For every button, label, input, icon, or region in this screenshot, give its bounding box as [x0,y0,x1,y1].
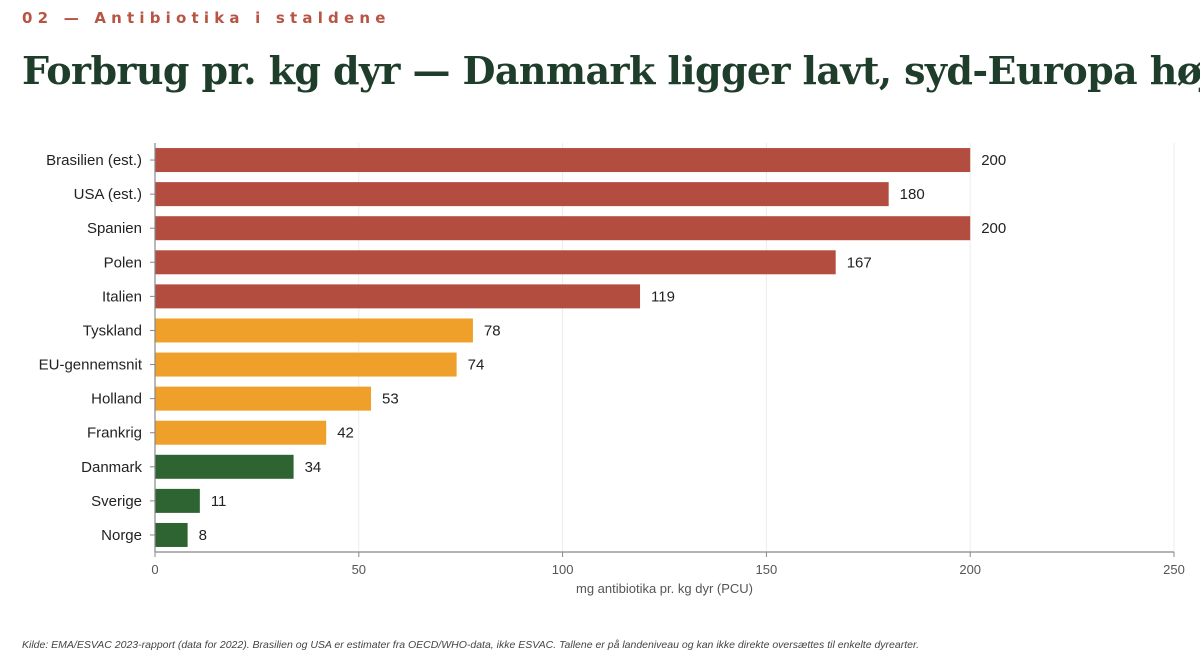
x-tick-label: 50 [352,562,366,577]
source-footnote: Kilde: EMA/ESVAC 2023-rapport (data for … [22,639,920,651]
category-label: Danmark [81,459,142,476]
bar[interactable] [155,454,294,479]
value-label: 34 [305,459,322,476]
value-label: 42 [337,425,354,442]
value-label: 119 [651,288,675,305]
value-label: 200 [981,220,1006,237]
section-kicker: 02 — Antibiotika i staldene [22,9,391,27]
bar[interactable] [155,182,889,207]
bar[interactable] [155,148,971,173]
x-tick-label: 200 [959,562,981,577]
bar[interactable] [155,386,372,411]
value-label: 53 [382,391,399,408]
bar[interactable] [155,522,188,547]
value-label: 167 [847,254,872,271]
category-label: Holland [91,391,142,408]
category-label: Spanien [87,220,142,237]
bar[interactable] [155,250,836,275]
bar[interactable] [155,420,327,445]
bar[interactable] [155,318,473,343]
category-label: Italien [102,288,142,305]
value-label: 200 [981,152,1006,169]
value-label: 180 [900,186,925,203]
category-label: Tyskland [83,322,142,339]
category-label: Norge [101,527,142,544]
category-label: Frankrig [87,425,142,442]
x-tick-label: 250 [1163,562,1185,577]
bar[interactable] [155,352,457,377]
bar[interactable] [155,488,200,513]
value-label: 78 [484,322,501,339]
category-label: Sverige [91,493,142,510]
category-label: EU-gennemsnit [39,357,143,374]
value-label: 74 [468,357,485,374]
page-title: Forbrug pr. kg dyr — Danmark ligger lavt… [22,48,1200,93]
bar[interactable] [155,284,641,309]
x-tick-label: 100 [552,562,574,577]
category-label: Polen [104,254,142,271]
x-axis-title: mg antibiotika pr. kg dyr (PCU) [576,581,753,596]
category-label: Brasilien (est.) [46,152,142,169]
bar[interactable] [155,216,971,241]
x-tick-label: 0 [151,562,158,577]
value-label: 11 [211,493,227,510]
value-label: 8 [199,527,207,544]
x-tick-label: 150 [756,562,778,577]
category-label: USA (est.) [74,186,142,203]
